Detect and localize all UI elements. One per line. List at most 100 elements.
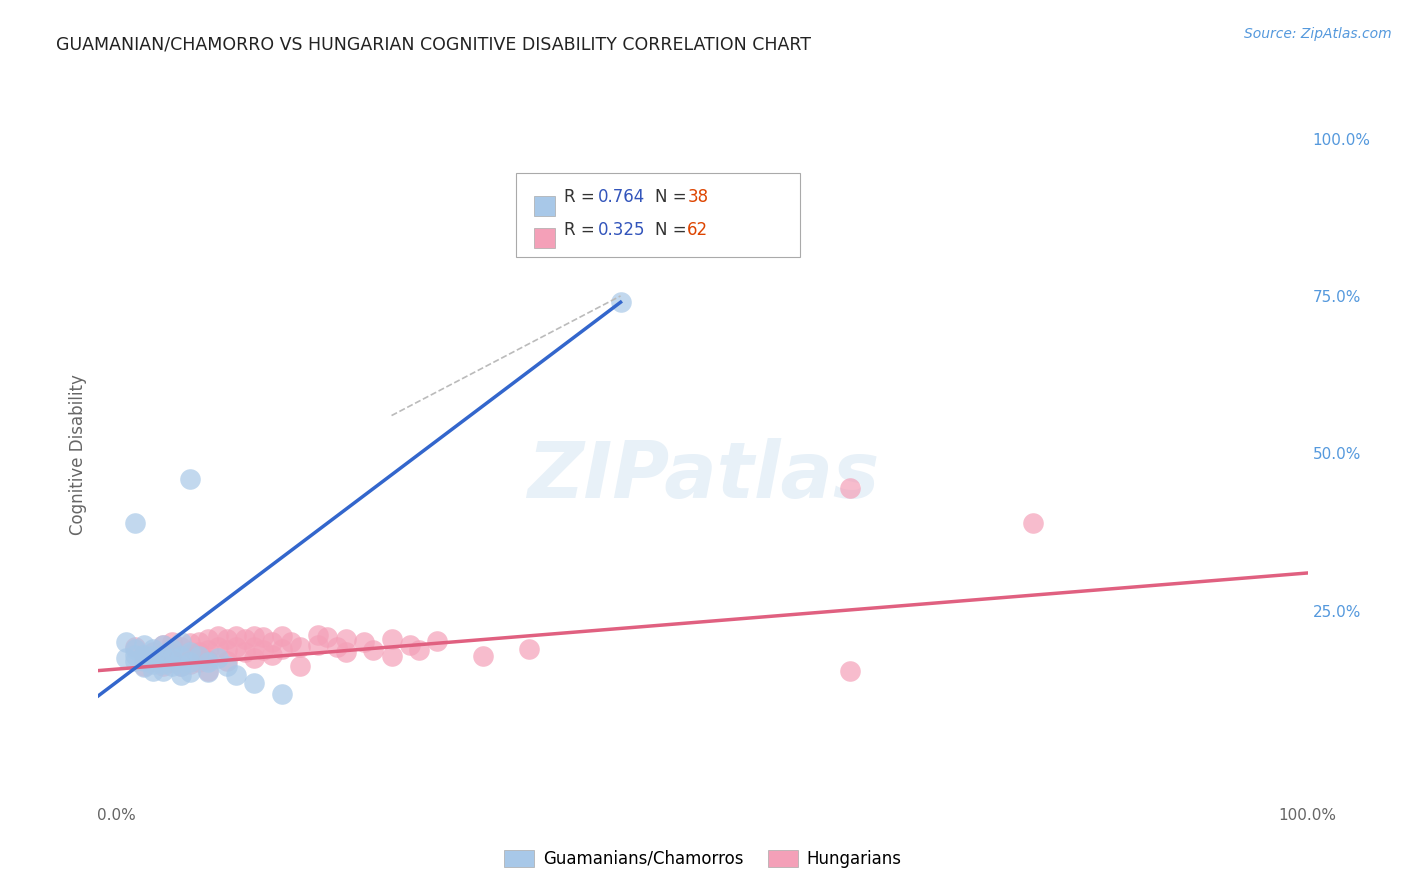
Point [517,641,540,656]
Point [142,645,165,659]
Point [124,641,146,656]
Point [270,687,292,701]
Point [160,659,183,673]
Point [179,636,201,650]
Point [134,660,156,674]
Text: 38: 38 [688,188,709,206]
Text: 0.764: 0.764 [598,188,645,206]
Point [160,635,183,649]
Point [179,471,201,485]
Point [262,635,284,649]
Point [197,642,219,657]
Point [188,645,211,659]
Point [243,640,266,655]
Point [225,629,247,643]
Point [307,639,329,653]
Point [197,653,219,667]
Point [288,659,311,673]
Text: R =: R = [564,221,600,239]
Point [215,632,238,646]
Point [115,651,138,665]
Point [152,657,174,672]
FancyBboxPatch shape [516,173,800,257]
Point [207,629,229,643]
Point [262,648,284,662]
Point [134,659,156,673]
Point [115,635,138,649]
Point [335,632,357,646]
Point [134,654,156,668]
Point [316,630,339,644]
Point [124,654,146,668]
Point [325,640,347,655]
Point [1022,516,1045,530]
Point [160,647,183,661]
Text: 0.325: 0.325 [598,221,645,239]
Point [170,659,193,673]
Point [179,657,201,672]
Point [215,659,238,673]
Point [197,664,219,678]
Point [142,654,165,668]
Point [207,640,229,655]
Point [152,659,174,673]
Point [188,635,211,649]
Legend: Guamanians/Chamorros, Hungarians: Guamanians/Chamorros, Hungarians [498,843,908,874]
Point [134,639,156,653]
Point [179,647,201,661]
Point [160,651,183,665]
Point [838,664,860,678]
Point [215,642,238,657]
Point [252,642,274,657]
Point [225,668,247,682]
Text: ZIPatlas: ZIPatlas [527,438,879,514]
Point [142,664,165,678]
Point [472,649,495,664]
Point [160,641,183,656]
Point [152,649,174,664]
Point [609,295,631,310]
Point [280,635,302,649]
Point [215,654,238,668]
Point [197,632,219,646]
Point [426,634,449,648]
Point [380,632,402,646]
Point [170,635,193,649]
Point [335,645,357,659]
Point [170,649,193,664]
Text: Source: ZipAtlas.com: Source: ZipAtlas.com [1244,27,1392,41]
Point [380,649,402,664]
Point [233,645,256,659]
Point [270,641,292,656]
Point [243,629,266,643]
Point [134,648,156,662]
Text: GUAMANIAN/CHAMORRO VS HUNGARIAN COGNITIVE DISABILITY CORRELATION CHART: GUAMANIAN/CHAMORRO VS HUNGARIAN COGNITIV… [56,36,811,54]
Point [361,642,384,657]
Point [170,659,193,673]
Point [188,656,211,670]
Point [152,664,174,678]
Point [188,649,211,664]
Text: N =: N = [655,221,692,239]
Point [170,640,193,655]
Point [152,639,174,653]
Point [179,656,201,670]
Point [170,649,193,664]
Point [134,649,156,664]
Point [252,630,274,644]
Text: N =: N = [655,188,692,206]
Point [197,665,219,680]
Point [243,676,266,690]
Point [179,665,201,680]
Point [307,628,329,642]
Point [233,632,256,646]
Point [142,641,165,656]
Point [142,657,165,672]
Point [243,651,266,665]
Point [838,481,860,495]
Text: 62: 62 [688,221,709,239]
Point [399,639,422,653]
Point [207,651,229,665]
Point [179,645,201,659]
Point [353,635,375,649]
